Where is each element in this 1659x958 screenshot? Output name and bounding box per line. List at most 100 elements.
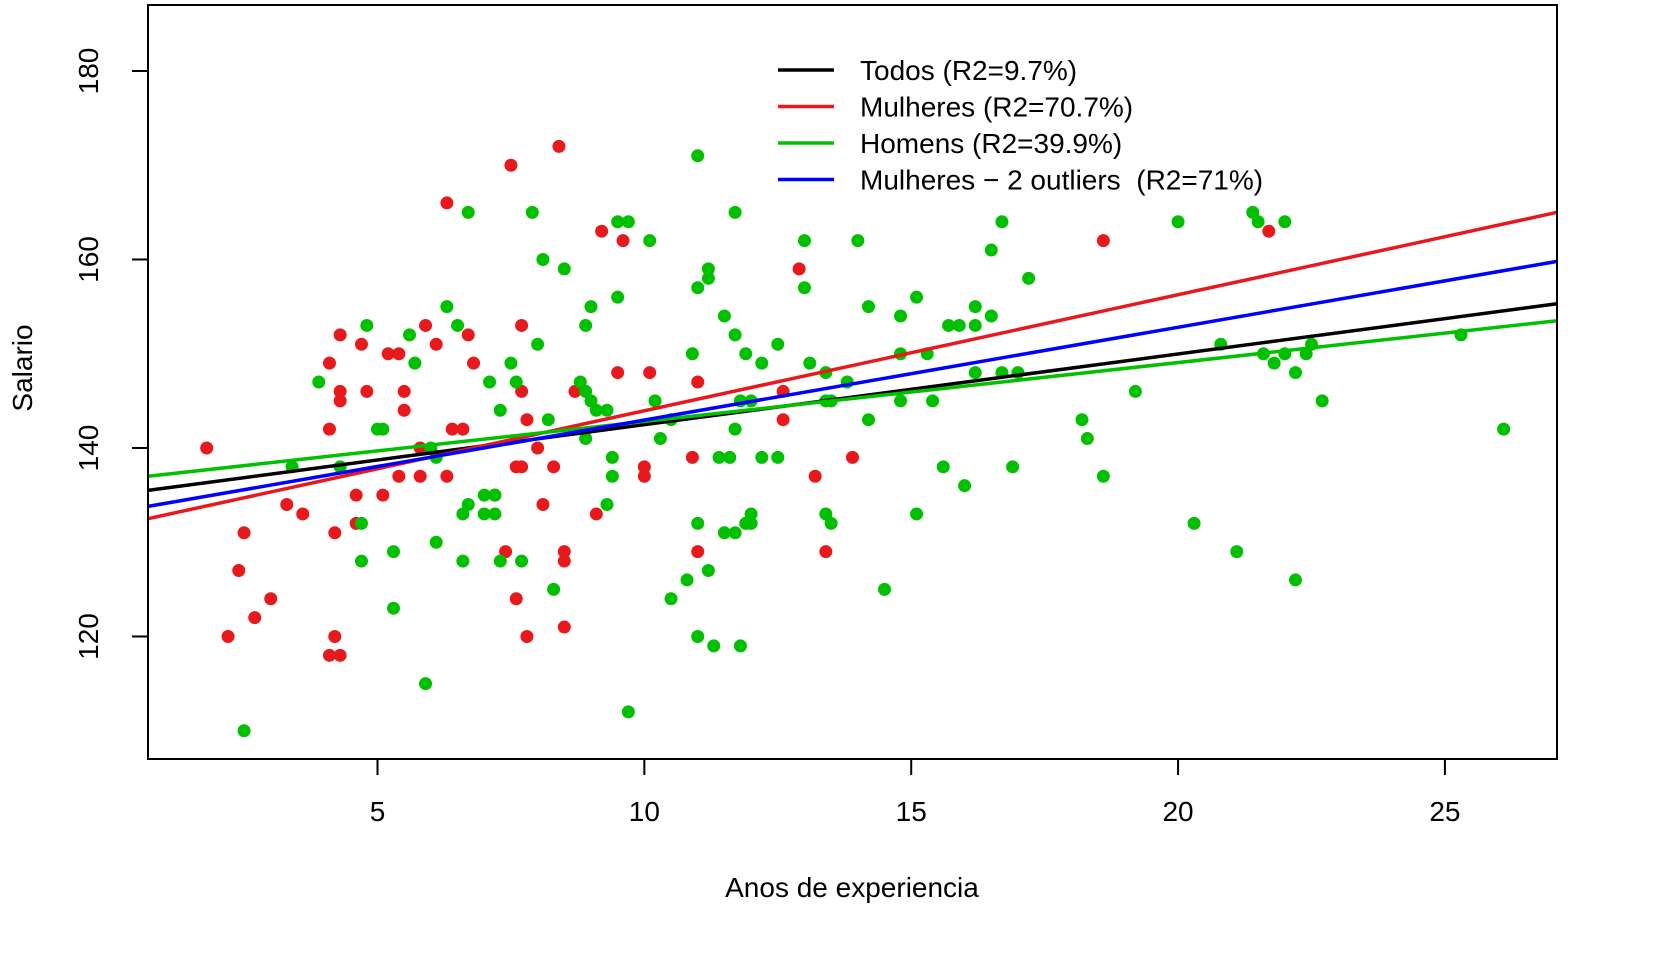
point-homens — [824, 516, 838, 530]
point-mulheres — [552, 139, 566, 153]
point-homens — [1251, 215, 1265, 229]
point-homens — [541, 413, 555, 427]
point-homens — [728, 205, 742, 219]
point-mulheres — [568, 384, 582, 398]
point-homens — [531, 337, 545, 351]
point-homens — [797, 234, 811, 248]
x-tick-label: 5 — [370, 796, 386, 827]
point-mulheres — [467, 356, 481, 370]
point-homens — [525, 205, 539, 219]
point-homens — [862, 300, 876, 314]
y-tick-label: 180 — [73, 48, 104, 95]
point-mulheres — [515, 384, 529, 398]
point-homens — [894, 394, 908, 408]
point-homens — [968, 318, 982, 332]
point-homens — [547, 582, 561, 596]
point-homens — [653, 432, 667, 446]
point-homens — [1187, 516, 1201, 530]
point-homens — [605, 450, 619, 464]
point-mulheres — [445, 422, 459, 436]
point-homens — [1022, 271, 1036, 285]
point-homens — [643, 234, 657, 248]
point-homens — [354, 516, 368, 530]
point-mulheres — [520, 413, 534, 427]
point-homens — [488, 507, 502, 521]
point-mulheres — [237, 526, 251, 540]
point-mulheres — [589, 507, 603, 521]
point-homens — [701, 271, 715, 285]
regression-lines-layer — [147, 210, 1558, 521]
point-homens — [509, 375, 523, 389]
point-homens — [728, 328, 742, 342]
x-tick-label: 20 — [1162, 796, 1193, 827]
point-homens — [717, 309, 731, 323]
point-mulheres — [354, 337, 368, 351]
point-mulheres — [360, 384, 374, 398]
point-homens — [851, 234, 865, 248]
point-homens — [1096, 469, 1110, 483]
point-mulheres — [1262, 224, 1276, 238]
point-mulheres — [280, 498, 294, 512]
x-axis-label: Anos de experiencia — [725, 872, 979, 903]
point-homens — [483, 375, 497, 389]
y-tick-label: 120 — [73, 613, 104, 660]
point-homens — [771, 450, 785, 464]
point-homens — [1230, 545, 1244, 559]
point-homens — [958, 479, 972, 493]
point-homens — [579, 318, 593, 332]
point-mulheres — [392, 469, 406, 483]
point-homens — [712, 450, 726, 464]
point-homens — [691, 281, 705, 295]
point-mulheres — [333, 328, 347, 342]
point-homens — [701, 564, 715, 577]
point-homens — [755, 450, 769, 464]
point-homens — [995, 215, 1009, 229]
point-homens — [952, 318, 966, 332]
point-homens — [691, 516, 705, 530]
point-homens — [819, 507, 833, 521]
point-homens — [701, 262, 715, 276]
point-homens — [440, 300, 454, 314]
point-homens — [605, 469, 619, 483]
point-mulheres — [515, 460, 529, 474]
point-homens — [573, 375, 587, 389]
point-homens — [984, 243, 998, 257]
point-homens — [744, 516, 758, 530]
point-homens — [691, 149, 705, 163]
point-mulheres — [504, 158, 518, 172]
point-homens — [621, 215, 635, 229]
point-homens — [1171, 215, 1185, 229]
point-homens — [429, 535, 443, 549]
point-mulheres — [440, 469, 454, 483]
point-homens — [691, 629, 705, 643]
legend-label: Homens (R2=39.9%) — [860, 128, 1122, 159]
point-mulheres — [499, 545, 513, 559]
point-mulheres — [349, 488, 363, 502]
point-homens — [600, 403, 614, 417]
legend-label: Mulheres − 2 outliers (R2=71%) — [860, 165, 1263, 196]
point-homens — [755, 356, 769, 370]
point-mulheres — [637, 469, 651, 483]
y-tick-label: 140 — [73, 425, 104, 472]
point-mulheres — [333, 384, 347, 398]
point-homens — [600, 498, 614, 512]
point-mulheres — [328, 629, 342, 643]
legend-label: Todos (R2=9.7%) — [860, 55, 1077, 86]
point-homens — [771, 337, 785, 351]
x-tick-label: 10 — [629, 796, 660, 827]
point-homens — [936, 460, 950, 474]
point-mulheres — [611, 366, 625, 380]
point-homens — [968, 366, 982, 380]
point-mulheres — [531, 441, 545, 455]
point-homens — [621, 705, 635, 719]
point-homens — [451, 318, 465, 332]
point-mulheres — [248, 611, 262, 625]
point-mulheres — [846, 450, 859, 464]
point-mulheres — [685, 450, 699, 464]
legend: Todos (R2=9.7%) Mulheres (R2=70.7%) Homens… — [778, 55, 1263, 196]
point-homens — [477, 507, 491, 521]
point-homens — [717, 526, 731, 540]
point-mulheres — [643, 366, 657, 380]
point-homens — [723, 450, 737, 464]
point-mulheres — [557, 620, 571, 634]
